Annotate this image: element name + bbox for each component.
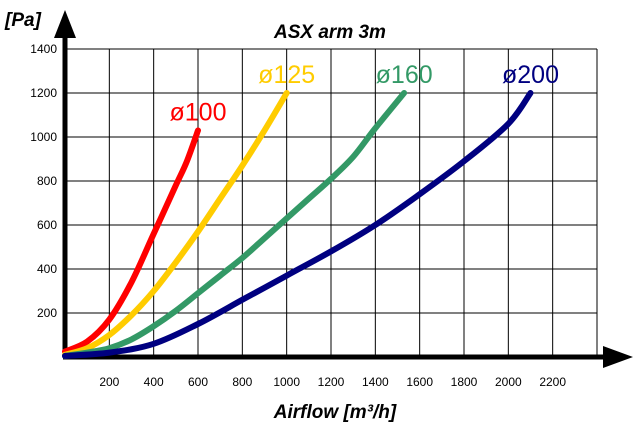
y-tick-label: 1200 [30,86,57,100]
x-tick-label: 600 [188,375,208,389]
x-tick-label: 1400 [362,375,389,389]
series-line-2 [62,90,408,359]
y-tick-label: 1400 [30,42,57,56]
series-label-2: ø160 [376,61,433,89]
y-tick-label: 1000 [30,130,57,144]
x-tick-label: 1600 [406,375,433,389]
tick-labels: 200 400 600 800 1000 1200 1400 1600 1800 2000 2200… [30,42,566,389]
series-label-3: ø200 [502,61,559,89]
axes [54,10,633,368]
series-label-0: ø100 [170,98,227,126]
series-group [62,90,534,359]
x-tick-label: 200 [99,375,119,389]
y-tick-label: 800 [37,174,57,188]
series-line-1 [62,90,290,358]
x-tick-label: 1000 [273,375,300,389]
grid [65,48,598,357]
x-tick-label: 400 [144,375,164,389]
y-tick-label: 400 [37,262,57,276]
series-label-1: ø125 [258,61,315,89]
y-tick-label: 600 [37,218,57,232]
x-axis-label: Airflow [m³/h] [273,402,397,423]
y-axis-label: [Pa] [4,10,42,31]
series-labels: ø100 ø125 ø160 ø200 [170,61,559,126]
y-tick-label: 200 [37,306,57,320]
y-axis-arrow [54,10,76,38]
x-tick-label: 800 [232,375,252,389]
series-line-3 [62,90,534,359]
series-line-0 [62,127,201,355]
x-tick-label: 1200 [318,375,345,389]
x-tick-label: 2200 [539,375,566,389]
x-axis-arrow [603,346,633,368]
x-tick-label: 2000 [495,375,522,389]
chart-title: ASX arm 3m [273,22,386,43]
x-tick-label: 1800 [451,375,478,389]
